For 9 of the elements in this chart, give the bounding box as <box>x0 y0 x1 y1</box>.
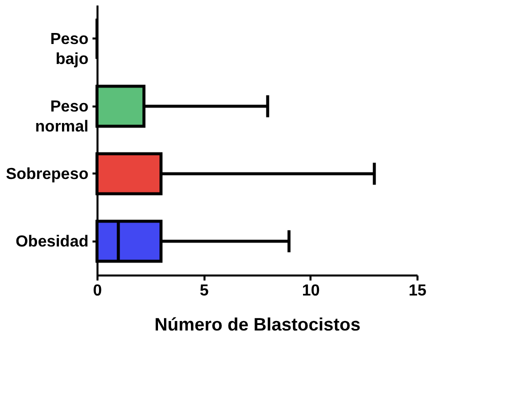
x-tick-label: 10 <box>302 282 320 300</box>
x-tick-label: 5 <box>200 282 209 300</box>
x-tick-label: 15 <box>408 282 426 300</box>
x-tick-label: 0 <box>93 282 102 300</box>
y-tick-label: Peso normal <box>35 98 89 136</box>
y-tick-label: Sobrepeso <box>6 166 89 183</box>
x-axis-title: Número de Blastocistos <box>154 314 361 334</box>
y-tick-label: Peso bajo <box>50 30 89 68</box>
y-tick-label: Obesidad <box>16 233 88 250</box>
